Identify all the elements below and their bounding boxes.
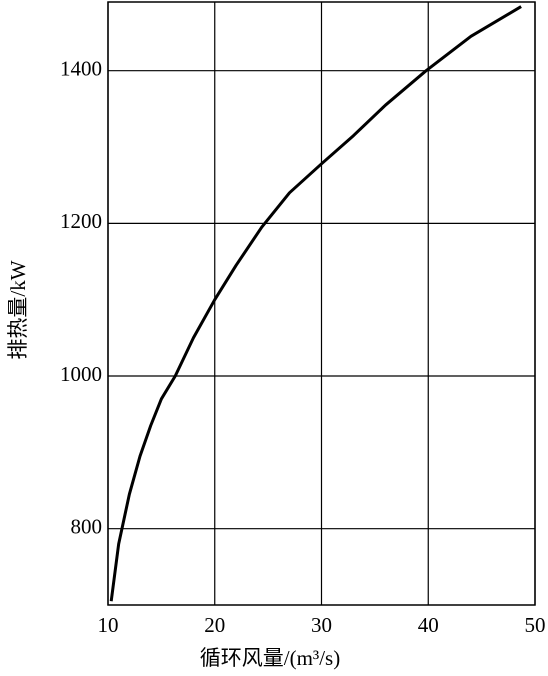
x-tick-label: 10	[98, 613, 119, 637]
y-tick-label: 1000	[60, 362, 102, 386]
x-axis-title: 循环风量/(m³/s)	[200, 646, 340, 670]
data-line	[109, 5, 522, 602]
y-tick-label: 800	[71, 514, 103, 538]
x-tick-label: 50	[525, 613, 546, 637]
x-tick-label: 20	[204, 613, 225, 637]
x-tick-label: 40	[418, 613, 439, 637]
plot-frame	[107, 1, 536, 606]
x-tick-label: 30	[311, 613, 332, 637]
y-tick-label: 1400	[60, 57, 102, 81]
y-tick-label: 1200	[60, 209, 102, 233]
y-axis-title: 排热量/kW	[6, 260, 30, 359]
